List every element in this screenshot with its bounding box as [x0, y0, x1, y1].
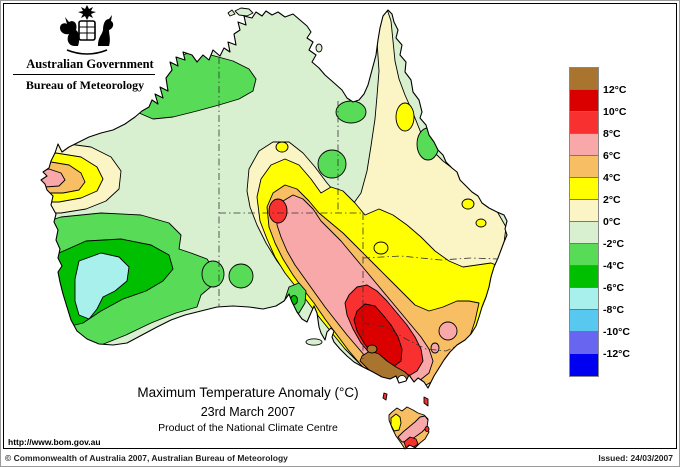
legend-swatch [570, 354, 598, 376]
map-product: Product of the National Climate Centre [158, 422, 338, 434]
legend-swatch [570, 90, 598, 112]
bathurst-island [227, 9, 236, 17]
islands [227, 7, 429, 407]
legend-swatch [570, 222, 598, 244]
legend-label: -12°C [603, 348, 630, 360]
map-date: 23rd March 2007 [200, 405, 296, 419]
tasmania-red-south [403, 436, 419, 449]
legend-label: 12°C [603, 84, 627, 96]
title-block: Maximum Temperature Anomaly (°C) 23rd Ma… [98, 385, 398, 434]
legend-swatch [570, 332, 598, 354]
bom-url: http://www.bom.gov.au [8, 437, 101, 447]
zone-brown-spot [366, 344, 378, 354]
issued-date: Issued: 24/03/2007 [598, 453, 673, 463]
legend-swatch [570, 310, 598, 332]
mainland-coastline [40, 9, 508, 389]
zone-yellow-capeyork-oval [395, 102, 415, 132]
zone-darkred-10-to-12 [353, 303, 403, 368]
groote-eylandt [315, 43, 323, 53]
tasmania-yellow-patch [390, 413, 402, 432]
legend-label: 4°C [603, 172, 621, 184]
legend-swatch [570, 244, 598, 266]
zone-southwest-cyan [74, 252, 130, 320]
zone-pink-spot-nsw [438, 321, 458, 341]
legend-color-scale [569, 67, 599, 377]
legend-swatch [570, 68, 598, 90]
legend-swatch [570, 200, 598, 222]
legend-swatch [570, 288, 598, 310]
state-borders [218, 57, 499, 359]
legend-label: 2°C [603, 194, 621, 206]
legend-label: -8°C [603, 304, 625, 316]
zone-yellow-spot-1 [275, 141, 289, 153]
zone-green-qld-c [317, 149, 347, 179]
bass-strait-islet-west [382, 392, 388, 401]
legend-label: -10°C [603, 326, 630, 338]
zone-green-bight-1 [201, 260, 225, 288]
zone-green-coast-tiny [473, 172, 483, 186]
map-title: Maximum Temperature Anomaly (°C) [137, 385, 359, 400]
anomaly-zones [41, 10, 507, 388]
legend-label: 10°C [603, 106, 627, 118]
zone-green-qld-a [335, 100, 367, 124]
legend-swatch [570, 112, 598, 134]
zone-green-bight-2 [228, 263, 254, 289]
tasmania-red-east-dot [424, 426, 430, 432]
agency-title: Bureau of Meteorology [25, 78, 145, 92]
copyright-text: © Commonwealth of Australia 2007, Austra… [5, 453, 288, 463]
zone-yellow-spot-3 [461, 198, 475, 210]
zone-red-north-spot [268, 198, 288, 224]
bass-strait-islet-east [423, 396, 429, 407]
legend-label: -2°C [603, 238, 625, 250]
legend-swatch [570, 266, 598, 288]
zone-pink-spot-small [430, 342, 440, 354]
government-title: Australian Government [26, 57, 154, 71]
zone-yellow-spot-4 [475, 218, 487, 228]
legend-label: 6°C [603, 150, 621, 162]
legend-label: 8°C [603, 128, 621, 140]
legend-swatch [570, 156, 598, 178]
legend-label: -4°C [603, 260, 625, 272]
legend-swatch [570, 134, 598, 156]
tasmania [388, 406, 430, 450]
australian-coat-of-arms-icon [60, 5, 114, 55]
legend-label: -6°C [603, 282, 625, 294]
zone-yellow-spot-2 [373, 241, 389, 255]
legend-swatch [570, 178, 598, 200]
kangaroo-island [305, 338, 323, 346]
legend-label: 0°C [603, 216, 621, 228]
header-divider [13, 74, 155, 75]
melville-island [234, 7, 254, 17]
